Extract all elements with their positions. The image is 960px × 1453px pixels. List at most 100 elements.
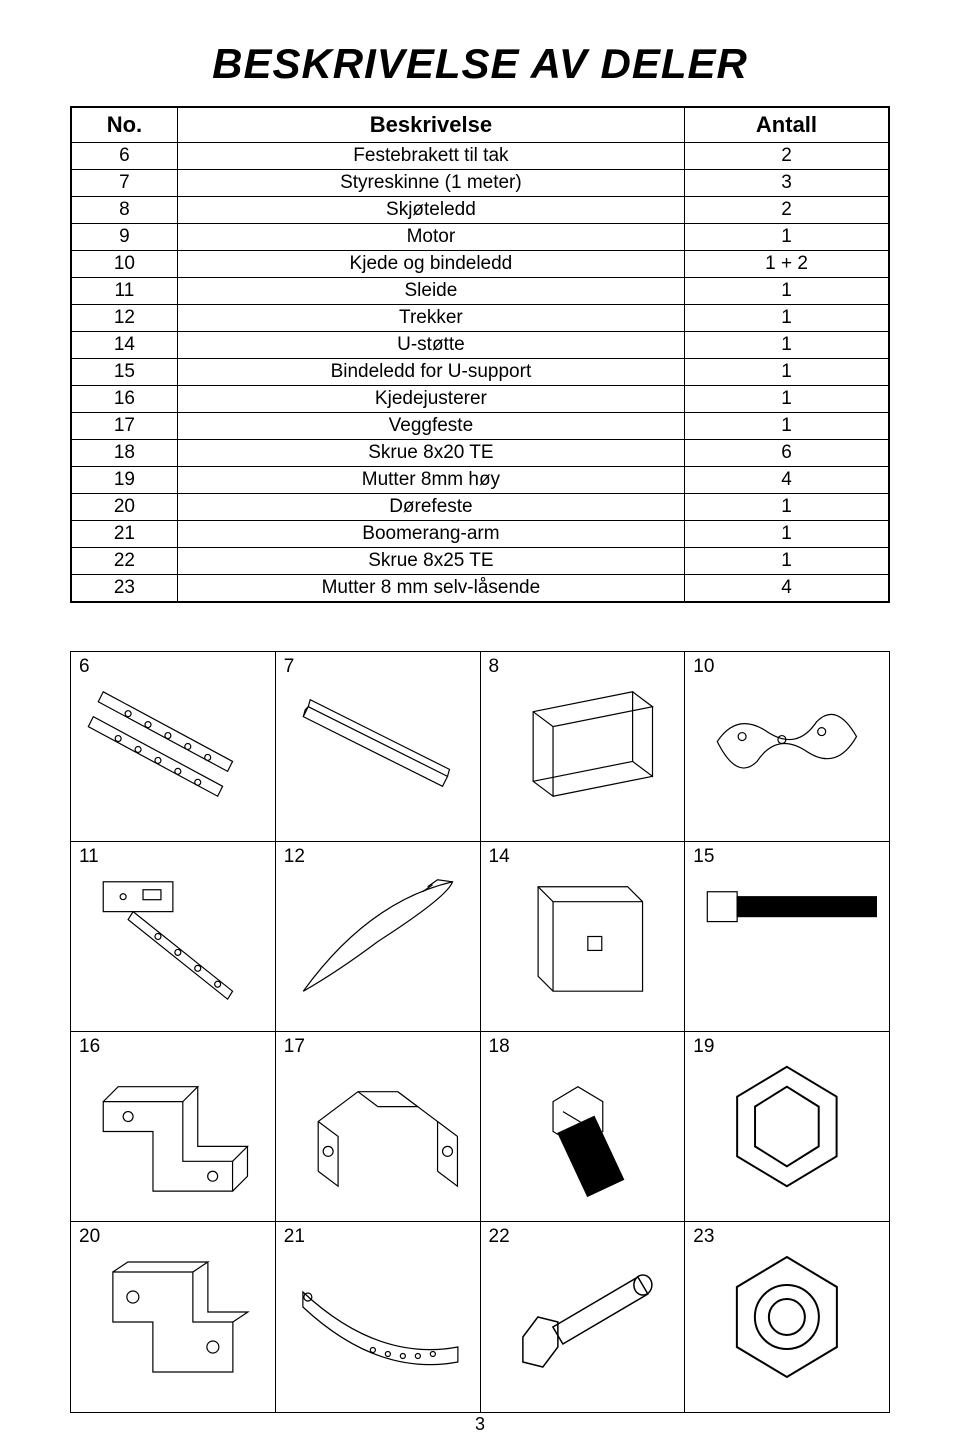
- header-qty: Antall: [684, 107, 889, 143]
- parts-table-header-row: No. Beskrivelse Antall: [71, 107, 889, 143]
- table-row: 18Skrue 8x20 TE6: [71, 440, 889, 467]
- table-row: 11Sleide1: [71, 278, 889, 305]
- cell-desc: Dørefeste: [177, 494, 684, 521]
- cell-no: 15: [71, 359, 177, 386]
- cell-no: 20: [71, 494, 177, 521]
- cell-qty: 2: [684, 143, 889, 170]
- cell-desc: Kjedejusterer: [177, 386, 684, 413]
- cell-no: 23: [71, 575, 177, 603]
- cell-qty: 1: [684, 494, 889, 521]
- header-desc: Beskrivelse: [177, 107, 684, 143]
- cell-desc: Boomerang-arm: [177, 521, 684, 548]
- cell-desc: U-støtte: [177, 332, 684, 359]
- cell-desc: Skrue 8x25 TE: [177, 548, 684, 575]
- part-illustration-icon: [481, 842, 685, 1031]
- grid-cell: 10: [685, 652, 889, 841]
- table-row: 22Skrue 8x25 TE1: [71, 548, 889, 575]
- cell-desc: Veggfeste: [177, 413, 684, 440]
- part-illustration-icon: [685, 652, 889, 841]
- grid-cell: 7: [276, 652, 481, 841]
- table-row: 16Kjedejusterer1: [71, 386, 889, 413]
- table-row: 23Mutter 8 mm selv-låsende4: [71, 575, 889, 603]
- cell-no: 16: [71, 386, 177, 413]
- cell-qty: 4: [684, 575, 889, 603]
- part-illustration-icon: [481, 1222, 685, 1412]
- cell-no: 11: [71, 278, 177, 305]
- cell-qty: 1: [684, 278, 889, 305]
- cell-no: 10: [71, 251, 177, 278]
- cell-no: 22: [71, 548, 177, 575]
- grid-row: 11 12 14: [71, 842, 889, 1032]
- table-row: 17Veggfeste1: [71, 413, 889, 440]
- part-illustration-icon: [276, 842, 480, 1031]
- cell-no: 14: [71, 332, 177, 359]
- cell-desc: Mutter 8mm høy: [177, 467, 684, 494]
- grid-row: 16 17: [71, 1032, 889, 1222]
- table-row: 6Festebrakett til tak2: [71, 143, 889, 170]
- grid-cell: 18: [481, 1032, 686, 1221]
- parts-image-grid: 6 7 8: [70, 651, 890, 1413]
- cell-desc: Trekker: [177, 305, 684, 332]
- cell-desc: Mutter 8 mm selv-låsende: [177, 575, 684, 603]
- grid-cell: 20: [71, 1222, 276, 1412]
- cell-desc: Skrue 8x20 TE: [177, 440, 684, 467]
- cell-qty: 1: [684, 224, 889, 251]
- grid-cell: 16: [71, 1032, 276, 1221]
- table-row: 14U-støtte1: [71, 332, 889, 359]
- part-illustration-icon: [71, 842, 275, 1031]
- parts-table: No. Beskrivelse Antall 6Festebrakett til…: [70, 106, 890, 603]
- table-row: 9Motor1: [71, 224, 889, 251]
- grid-cell: 8: [481, 652, 686, 841]
- cell-desc: Bindeledd for U-support: [177, 359, 684, 386]
- grid-cell: 12: [276, 842, 481, 1031]
- cell-no: 17: [71, 413, 177, 440]
- part-illustration-icon: [481, 652, 685, 841]
- cell-qty: 3: [684, 170, 889, 197]
- table-row: 8Skjøteledd2: [71, 197, 889, 224]
- cell-no: 7: [71, 170, 177, 197]
- table-row: 10Kjede og bindeledd1 + 2: [71, 251, 889, 278]
- grid-row: 6 7 8: [71, 652, 889, 842]
- grid-cell: 19: [685, 1032, 889, 1221]
- cell-desc: Kjede og bindeledd: [177, 251, 684, 278]
- cell-qty: 6: [684, 440, 889, 467]
- grid-cell: 11: [71, 842, 276, 1031]
- parts-table-body: 6Festebrakett til tak2 7Styreskinne (1 m…: [71, 143, 889, 603]
- part-illustration-icon: [685, 1032, 889, 1221]
- table-row: 19Mutter 8mm høy4: [71, 467, 889, 494]
- table-row: 21Boomerang-arm1: [71, 521, 889, 548]
- cell-qty: 1: [684, 332, 889, 359]
- part-illustration-icon: [481, 1032, 685, 1221]
- cell-no: 18: [71, 440, 177, 467]
- part-illustration-icon: [71, 1222, 275, 1412]
- part-illustration-icon: [276, 1032, 480, 1221]
- cell-qty: 2: [684, 197, 889, 224]
- page-number: 3: [0, 1414, 960, 1435]
- cell-desc: Motor: [177, 224, 684, 251]
- table-row: 7Styreskinne (1 meter)3: [71, 170, 889, 197]
- part-illustration-icon: [71, 1032, 275, 1221]
- cell-no: 21: [71, 521, 177, 548]
- table-row: 12Trekker1: [71, 305, 889, 332]
- page-title: BESKRIVELSE AV DELER: [70, 40, 890, 88]
- cell-no: 19: [71, 467, 177, 494]
- cell-no: 12: [71, 305, 177, 332]
- cell-no: 9: [71, 224, 177, 251]
- cell-qty: 1: [684, 305, 889, 332]
- grid-cell: 17: [276, 1032, 481, 1221]
- grid-cell: 21: [276, 1222, 481, 1412]
- grid-cell: 6: [71, 652, 276, 841]
- part-illustration-icon: [276, 1222, 480, 1412]
- grid-cell: 14: [481, 842, 686, 1031]
- cell-qty: 1: [684, 386, 889, 413]
- header-no: No.: [71, 107, 177, 143]
- table-row: 20Dørefeste1: [71, 494, 889, 521]
- cell-desc: Skjøteledd: [177, 197, 684, 224]
- grid-cell: 23: [685, 1222, 889, 1412]
- cell-desc: Styreskinne (1 meter): [177, 170, 684, 197]
- table-row: 15Bindeledd for U-support1: [71, 359, 889, 386]
- cell-no: 8: [71, 197, 177, 224]
- grid-row: 20 21 22: [71, 1222, 889, 1412]
- part-illustration-icon: [71, 652, 275, 841]
- cell-qty: 1: [684, 548, 889, 575]
